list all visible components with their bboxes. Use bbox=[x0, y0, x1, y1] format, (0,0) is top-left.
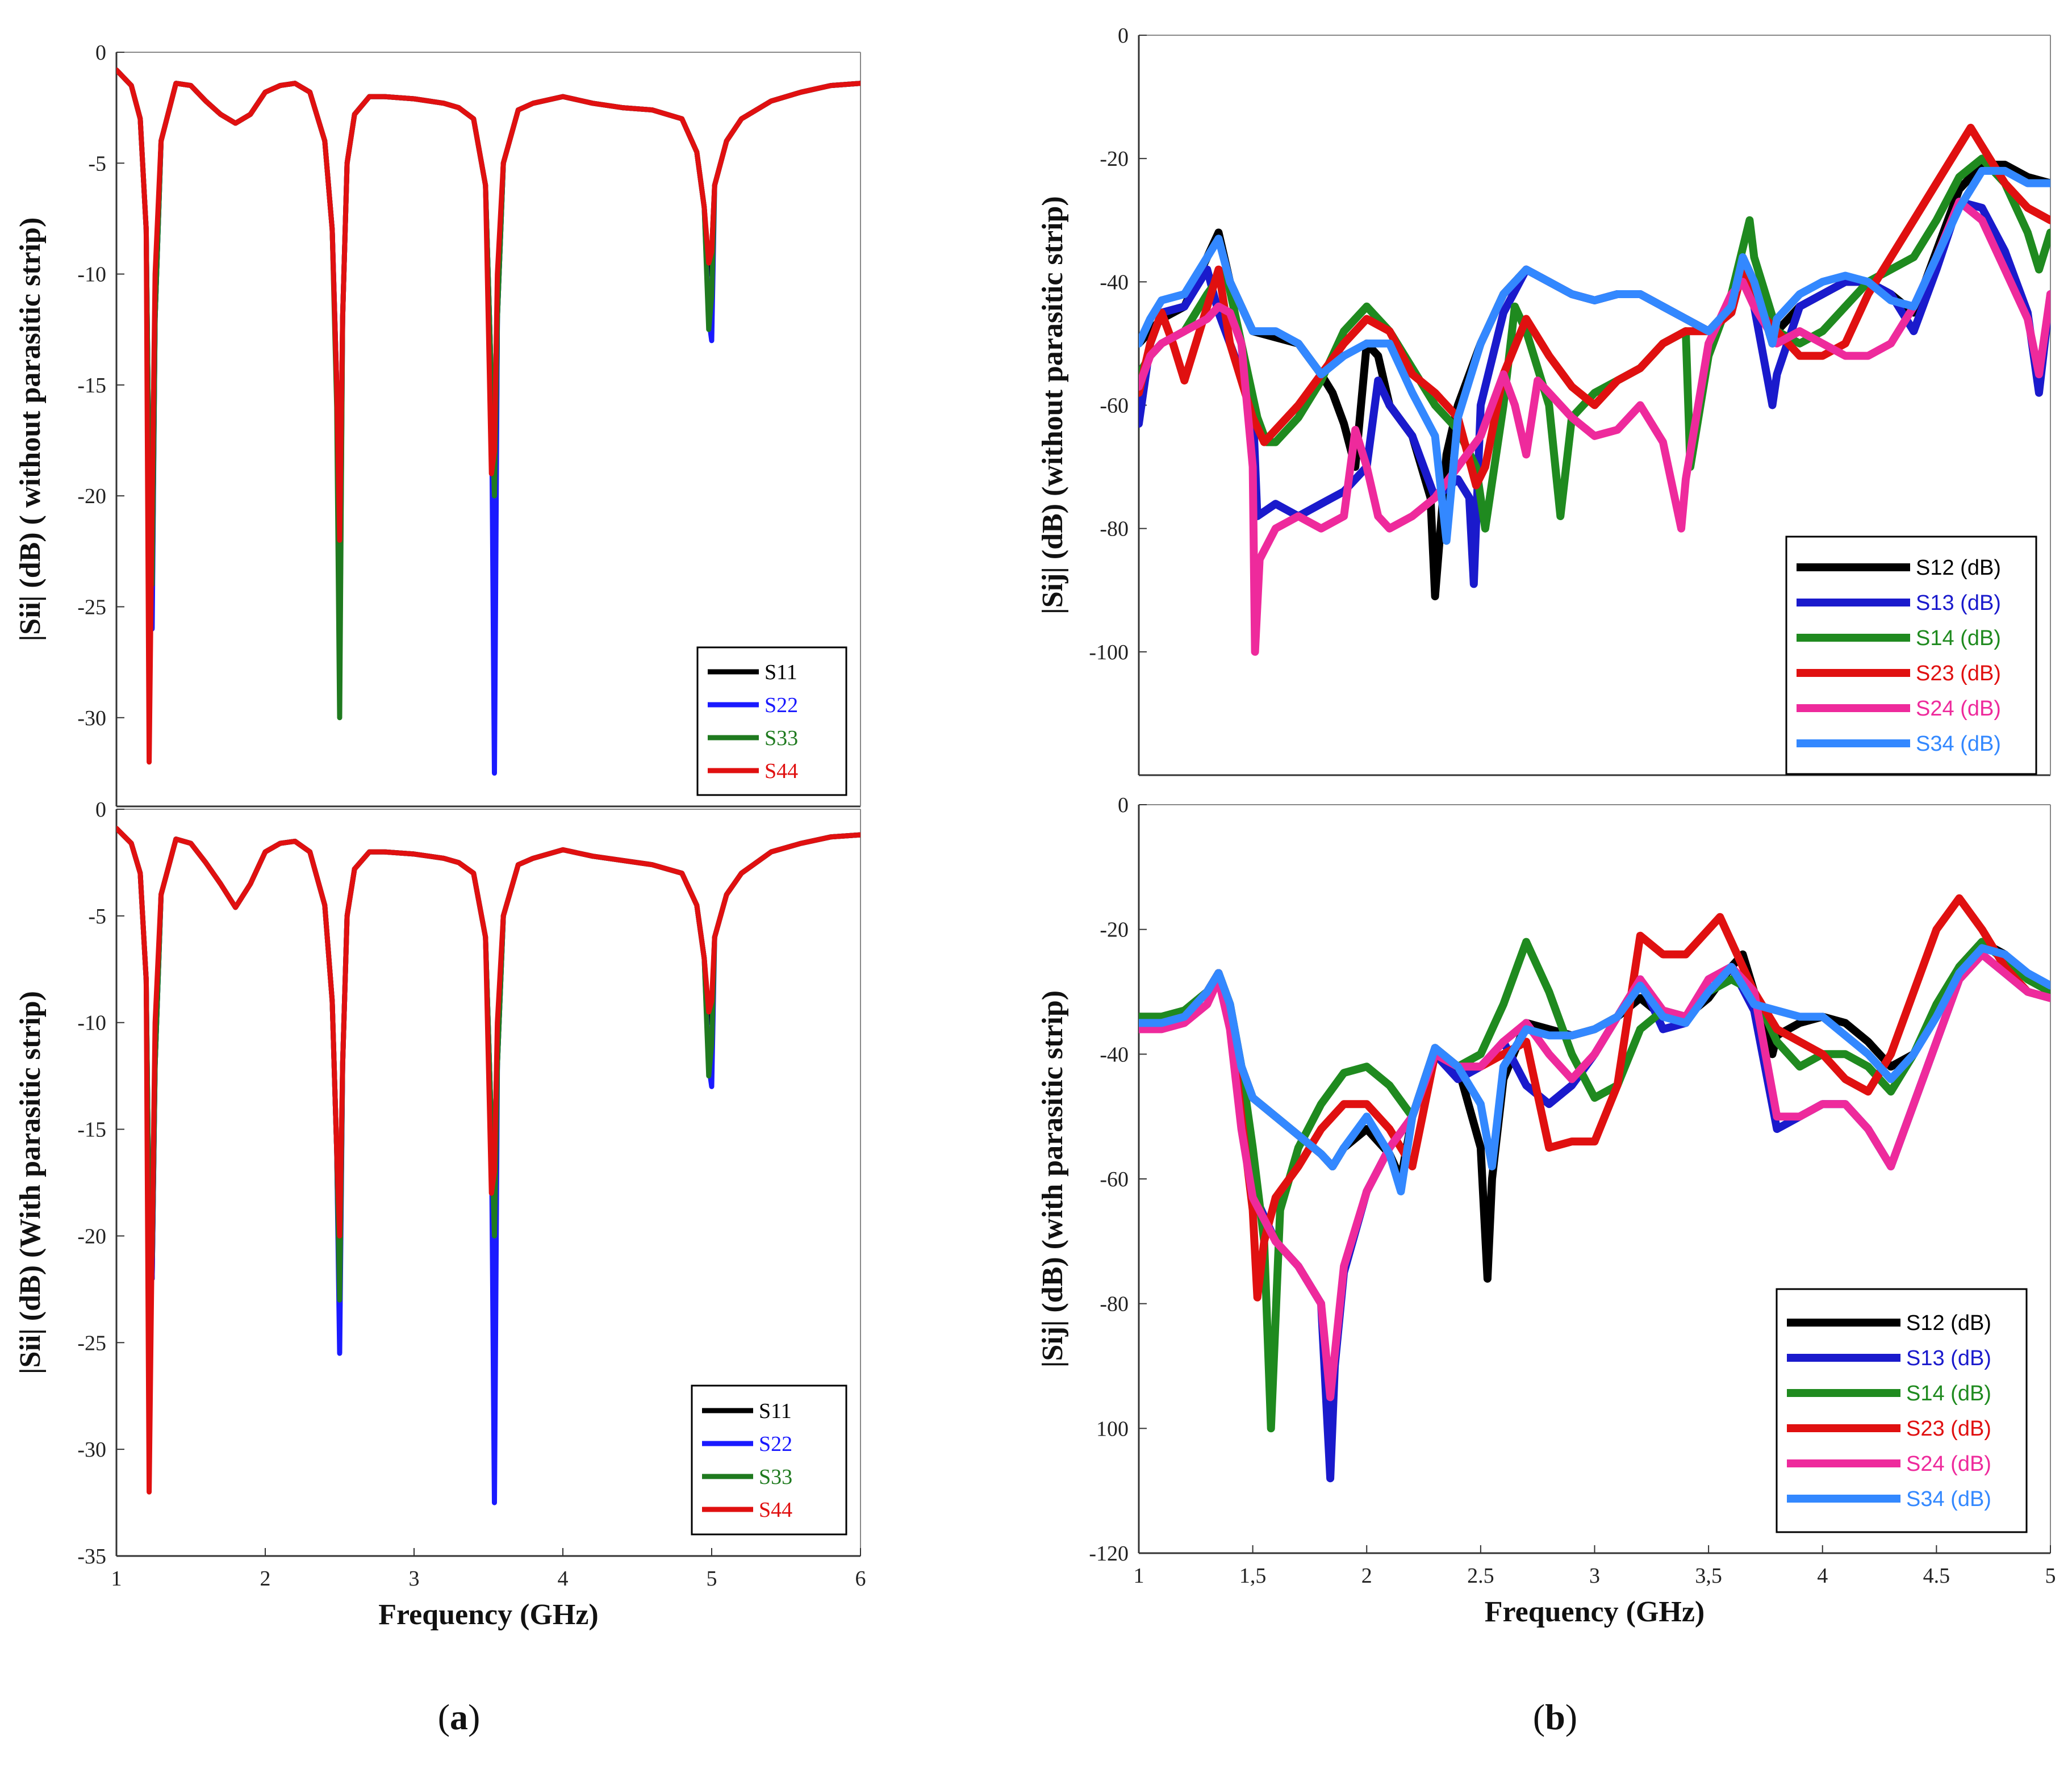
legend-label-s12: S12 (dB) bbox=[1906, 1311, 1991, 1335]
x-axis-label: Frequency (GHz) bbox=[378, 1599, 599, 1631]
legend-label-s33: S33 bbox=[765, 726, 798, 750]
legend-label-s22: S22 bbox=[759, 1432, 792, 1456]
x-tick-label: 5 bbox=[707, 1567, 717, 1591]
y-tick-label: -10 bbox=[77, 1011, 106, 1035]
y-tick-label: -10 bbox=[77, 263, 106, 287]
series-line-s14 bbox=[1139, 938, 2050, 1433]
y-tick-label: 0 bbox=[95, 41, 106, 65]
legend-label-s33: S33 bbox=[759, 1465, 792, 1489]
y-axis-label: |Sii| (dB) (With parasitic strip) bbox=[14, 991, 47, 1374]
y-tick-label: 100 bbox=[1096, 1417, 1129, 1441]
series-line-s23 bbox=[1139, 894, 2050, 1302]
x-tick-label: 2.5 bbox=[1467, 1564, 1494, 1588]
y-tick-label: -40 bbox=[1100, 1043, 1129, 1066]
legend-label-s44: S44 bbox=[765, 759, 798, 783]
y-axis-label: |Sij| (dB) (without parasitic strip) bbox=[1037, 196, 1069, 614]
legend-label-s24: S24 (dB) bbox=[1916, 697, 2001, 721]
x-tick-label: 4 bbox=[1817, 1564, 1828, 1588]
y-axis-label: |Sii| (dB) ( without parasitic strip) bbox=[14, 217, 47, 642]
series-line-s44 bbox=[116, 67, 860, 765]
x-axis-label: Frequency (GHz) bbox=[1485, 1596, 1705, 1628]
y-axis-label: |Sij| (dB) (with parasitic strip) bbox=[1037, 990, 1069, 1367]
panel-label-a: (a) bbox=[438, 1697, 481, 1737]
series-line-s24 bbox=[1139, 198, 2050, 656]
chart-a-top-without-parasitic-strip: 0 -5 -10 -15 -20 -25 -30 |Sii| (dB) ( without p… bbox=[14, 41, 861, 808]
panel-label-b: (b) bbox=[1533, 1697, 1577, 1737]
x-tick-label: 4.5 bbox=[1923, 1564, 1950, 1588]
legend-label-s24: S24 (dB) bbox=[1906, 1452, 1991, 1476]
y-tick-label: -80 bbox=[1100, 1292, 1129, 1316]
series-line-s24 bbox=[1139, 950, 2050, 1402]
x-tick-label: 3,5 bbox=[1695, 1564, 1722, 1588]
panel-label-a-letter: a bbox=[450, 1697, 468, 1737]
y-tick-label: -5 bbox=[88, 152, 106, 175]
x-tick-label: 4 bbox=[558, 1567, 569, 1591]
x-tick-label: 2 bbox=[1361, 1564, 1372, 1588]
legend-label-s34: S34 (dB) bbox=[1916, 732, 2001, 756]
y-tick-label: -60 bbox=[1100, 1168, 1129, 1191]
y-tick-label: -20 bbox=[77, 484, 106, 508]
legend-label-s13: S13 (dB) bbox=[1916, 591, 2001, 615]
x-tick-label: 1,5 bbox=[1239, 1564, 1267, 1588]
legend-label-s14: S14 (dB) bbox=[1906, 1382, 1991, 1405]
legend-label-s11: S11 bbox=[759, 1399, 792, 1423]
x-tick-label: 3 bbox=[409, 1567, 420, 1591]
y-tick-label: -60 bbox=[1100, 394, 1129, 418]
legend-label-s44: S44 bbox=[759, 1498, 792, 1522]
y-tick-label: -120 bbox=[1089, 1542, 1129, 1566]
x-tick-label: 3 bbox=[1589, 1564, 1600, 1588]
y-tick-label: -35 bbox=[77, 1545, 106, 1568]
y-tick-label: -100 bbox=[1089, 641, 1129, 664]
legend-label-s22: S22 bbox=[765, 693, 798, 717]
chart-b-top-without-parasitic-strip: 0 -20 -40 -60 -80 -100 |Sij| (dB) (without par… bbox=[1037, 24, 2051, 776]
x-tick-label: 6 bbox=[855, 1567, 866, 1591]
legend-box bbox=[1776, 1288, 2028, 1533]
legend-box bbox=[1785, 536, 2037, 775]
series-line-s34 bbox=[1139, 944, 2050, 1195]
y-tick-label: -15 bbox=[77, 1118, 106, 1142]
y-tick-label: -30 bbox=[77, 706, 106, 730]
y-tick-label: 0 bbox=[1118, 793, 1129, 817]
series-line-s44 bbox=[116, 826, 860, 1495]
y-tick-label: -20 bbox=[1100, 918, 1129, 942]
y-tick-label: -15 bbox=[77, 374, 106, 398]
x-tick-label: 2 bbox=[260, 1567, 271, 1591]
legend-label-s11: S11 bbox=[765, 660, 797, 684]
legend-label-s13: S13 (dB) bbox=[1906, 1346, 1991, 1370]
legend-label-s34: S34 (dB) bbox=[1906, 1487, 1991, 1511]
legend-label-s23: S23 (dB) bbox=[1906, 1417, 1991, 1441]
y-tick-label: -20 bbox=[77, 1224, 106, 1248]
panel-label-b-letter: b bbox=[1545, 1697, 1565, 1737]
y-tick-label: 0 bbox=[1118, 24, 1129, 48]
x-tick-label: 5 bbox=[2045, 1564, 2056, 1588]
legend-label-s23: S23 (dB) bbox=[1916, 662, 2001, 685]
y-tick-label: -5 bbox=[88, 905, 106, 928]
series-line-s34 bbox=[1139, 166, 2050, 545]
y-tick-label: 0 bbox=[95, 798, 106, 822]
y-tick-label: -25 bbox=[77, 595, 106, 619]
chart-a-bottom-with-parasitic-strip: 0 -5 -10 -15 -20 -25 -30 -351 2 3 4 5 6 Frequency (GH… bbox=[14, 798, 866, 1631]
y-tick-label: -25 bbox=[77, 1331, 106, 1355]
legend-label-s12: S12 (dB) bbox=[1916, 556, 2001, 580]
x-tick-label: 1 bbox=[111, 1567, 122, 1591]
y-tick-label: -30 bbox=[77, 1438, 106, 1462]
y-tick-label: -20 bbox=[1100, 147, 1129, 171]
x-tick-label: 1 bbox=[1134, 1564, 1144, 1588]
y-tick-label: -80 bbox=[1100, 517, 1129, 541]
legend-label-s14: S14 (dB) bbox=[1916, 626, 2001, 650]
y-tick-label: -40 bbox=[1100, 270, 1129, 294]
